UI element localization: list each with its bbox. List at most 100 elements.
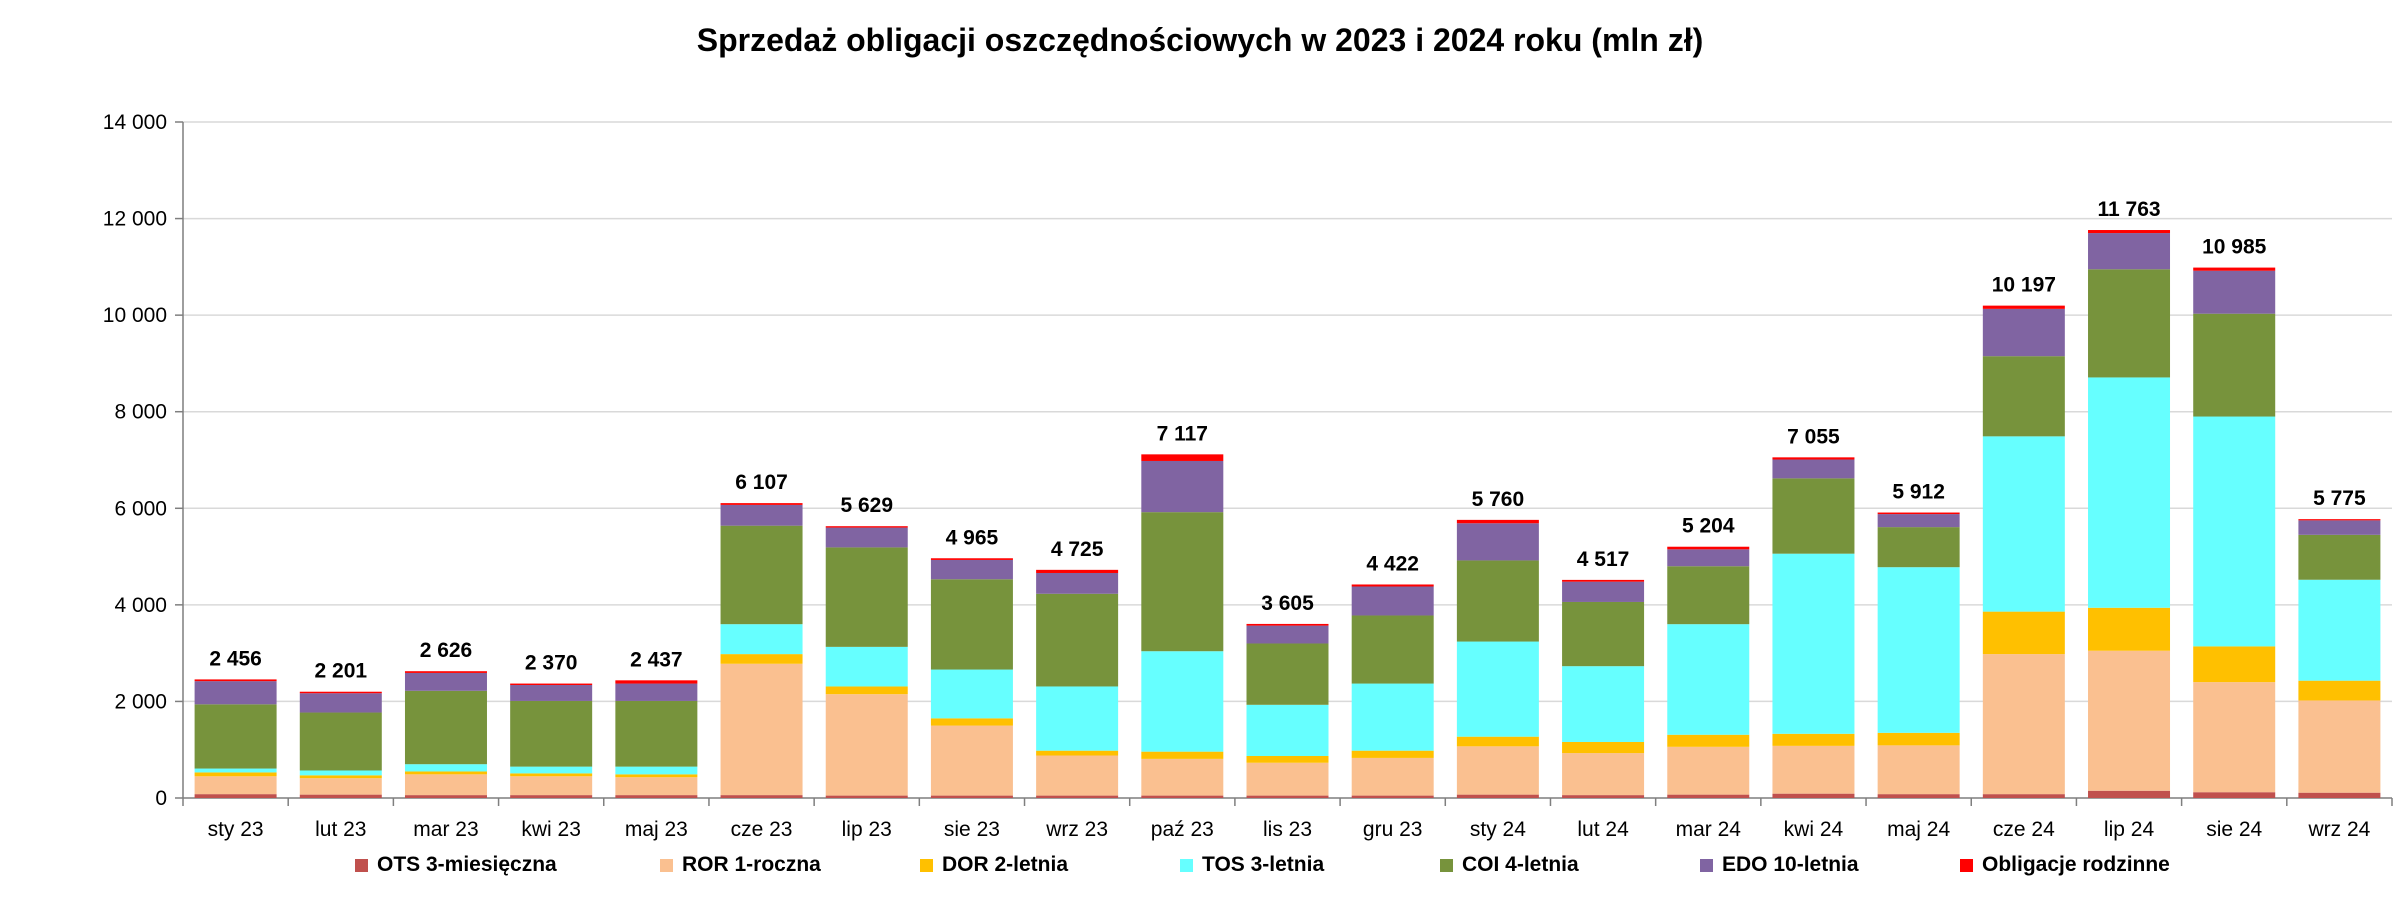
data-label-total: 4 725 <box>1051 538 1104 561</box>
bar-tos-3-letnia <box>825 646 908 687</box>
legend-label: ROR 1-roczna <box>682 853 821 876</box>
bar-ots-3-miesi-czna <box>1036 795 1119 798</box>
legend-item: Obligacje rodzinne <box>1960 850 2170 880</box>
x-tick-label: sty 23 <box>208 818 264 841</box>
bar-tos-3-letnia <box>2298 579 2381 681</box>
y-tick-label: 6 000 <box>114 497 167 520</box>
data-label-total: 5 204 <box>1682 515 1735 538</box>
x-tick-label: lis 23 <box>1263 818 1312 841</box>
bar-dor-2-letnia <box>1562 741 1645 754</box>
legend-swatch <box>920 858 933 872</box>
data-label-total: 2 626 <box>420 639 473 662</box>
bar-ror-1-roczna <box>825 694 908 796</box>
bar-ror-1-roczna <box>510 776 593 796</box>
bar-coi-4-letnia <box>2088 269 2171 378</box>
bar-dor-2-letnia <box>1456 736 1539 747</box>
x-tick-label: kwi 23 <box>521 818 581 841</box>
x-tick-label: lip 24 <box>2104 818 2155 841</box>
data-label-total: 5 760 <box>1472 488 1525 511</box>
bar-ots-3-miesi-czna <box>1456 794 1539 798</box>
bar-coi-4-letnia <box>2193 313 2276 417</box>
bar-ots-3-miesi-czna <box>2298 792 2381 798</box>
x-tick-label: lip 23 <box>842 818 892 841</box>
data-label-total: 7 055 <box>1787 425 1840 448</box>
data-label-total: 6 107 <box>735 471 788 494</box>
bar-tos-3-letnia <box>720 624 803 655</box>
bar-edo-10-letnia <box>404 672 487 691</box>
bar-obligacje-rodzinne <box>510 683 593 686</box>
y-tick-label: 2 000 <box>114 690 167 713</box>
bar-edo-10-letnia <box>2193 270 2276 314</box>
bar-ots-3-miesi-czna <box>1982 794 2065 798</box>
data-label-total: 2 201 <box>315 660 368 683</box>
bar-coi-4-letnia <box>1562 601 1645 667</box>
bar-dor-2-letnia <box>615 774 698 778</box>
bar-edo-10-letnia <box>510 685 593 701</box>
legend-label: OTS 3-miesięczna <box>377 853 557 876</box>
bar-obligacje-rodzinne <box>720 503 803 505</box>
bar-ots-3-miesi-czna <box>404 795 487 798</box>
data-label-total: 2 437 <box>630 648 683 671</box>
bar-ror-1-roczna <box>930 725 1013 796</box>
data-label-total: 2 456 <box>209 647 262 670</box>
bar-edo-10-letnia <box>1246 625 1329 644</box>
x-tick-label: sie 23 <box>944 818 1000 841</box>
bar-coi-4-letnia <box>2298 534 2381 580</box>
bar-coi-4-letnia <box>510 700 593 767</box>
bar-ror-1-roczna <box>615 777 698 796</box>
bar-coi-4-letnia <box>194 704 277 769</box>
bar-ror-1-roczna <box>1141 758 1224 796</box>
bar-dor-2-letnia <box>510 773 593 777</box>
bar-coi-4-letnia <box>930 579 1013 670</box>
bar-dor-2-letnia <box>930 718 1013 726</box>
bar-edo-10-letnia <box>1036 572 1119 594</box>
y-tick-label: 0 <box>155 787 167 810</box>
bar-dor-2-letnia <box>2193 646 2276 683</box>
bar-edo-10-letnia <box>1351 586 1434 616</box>
bar-tos-3-letnia <box>1351 683 1434 751</box>
bar-ror-1-roczna <box>1351 757 1434 796</box>
bar-obligacje-rodzinne <box>1982 305 2065 309</box>
bar-obligacje-rodzinne <box>615 680 698 684</box>
bar-tos-3-letnia <box>1246 704 1329 756</box>
bar-edo-10-letnia <box>1982 308 2065 357</box>
data-label-total: 7 117 <box>1157 422 1208 445</box>
x-tick-label: lut 24 <box>1577 818 1629 841</box>
legend: OTS 3-miesięczna ROR 1-roczna DOR 2-letnia… <box>355 850 2255 880</box>
bar-edo-10-letnia <box>1667 549 1750 567</box>
x-tick-label: mar 23 <box>413 818 478 841</box>
bar-ror-1-roczna <box>299 778 382 795</box>
bar-tos-3-letnia <box>615 766 698 775</box>
bar-tos-3-letnia <box>2193 416 2276 647</box>
bar-tos-3-letnia <box>1772 553 1855 734</box>
bar-tos-3-letnia <box>510 766 593 774</box>
x-tick-label: maj 24 <box>1887 818 1950 841</box>
bar-tos-3-letnia <box>1667 624 1750 735</box>
bar-tos-3-letnia <box>299 770 382 776</box>
bar-tos-3-letnia <box>1877 567 1960 733</box>
legend-swatch <box>1180 858 1193 872</box>
bar-dor-2-letnia <box>1141 751 1224 759</box>
bar-ror-1-roczna <box>1877 745 1960 795</box>
bar-coi-4-letnia <box>404 690 487 765</box>
data-label-total: 4 965 <box>946 526 999 549</box>
bar-coi-4-letnia <box>1351 615 1434 684</box>
bar-coi-4-letnia <box>720 525 803 625</box>
x-tick-label: wrz 24 <box>2307 818 2370 841</box>
bar-ots-3-miesi-czna <box>1877 794 1960 798</box>
bar-obligacje-rodzinne <box>825 526 908 528</box>
legend-item: EDO 10-letnia <box>1700 850 1859 880</box>
x-tick-label: cze 23 <box>731 818 793 841</box>
legend-label: COI 4-letnia <box>1462 853 1579 876</box>
bar-ror-1-roczna <box>1246 762 1329 796</box>
y-tick-label: 10 000 <box>103 304 167 327</box>
bar-edo-10-letnia <box>2298 520 2381 535</box>
bar-coi-4-letnia <box>1877 527 1960 568</box>
bar-dor-2-letnia <box>720 654 803 664</box>
bar-tos-3-letnia <box>1036 686 1119 751</box>
axes: 0 2 000 4 000 6 000 8 000 10 000 12 000 14 000 <box>103 111 2393 810</box>
bar-dor-2-letnia <box>2298 680 2381 701</box>
bar-ror-1-roczna <box>194 776 277 795</box>
